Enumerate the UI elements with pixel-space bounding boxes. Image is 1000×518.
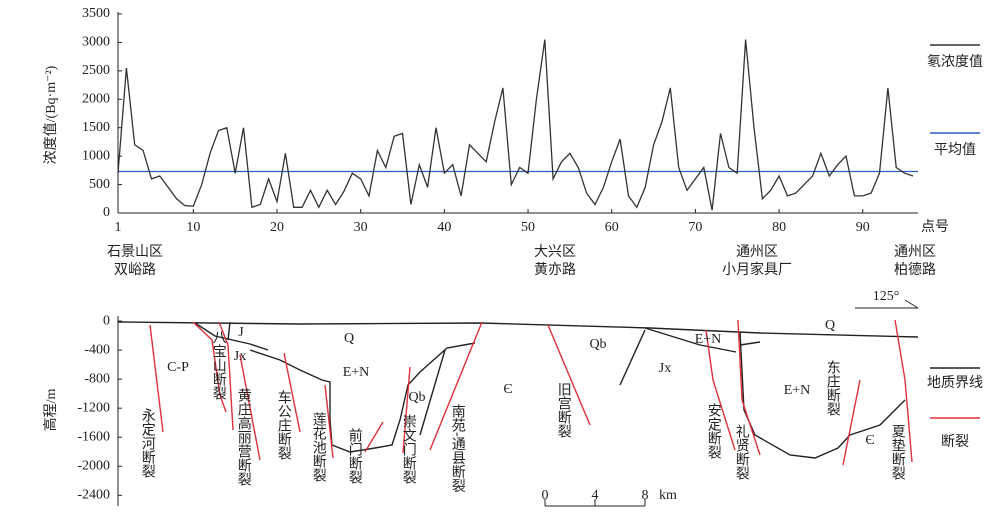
x-tick-label: 10 xyxy=(186,220,200,235)
y-tick-label: 1500 xyxy=(82,120,110,135)
unit-label: Q xyxy=(825,318,835,333)
fault-label: 莲花池断裂 xyxy=(311,412,327,482)
location-site: 黄亦路 xyxy=(534,261,576,278)
y-tick-label: 3000 xyxy=(82,35,110,50)
x-tick-label: 30 xyxy=(354,220,368,235)
location-district: 通州区 xyxy=(736,244,778,260)
y-axis-label: 浓度值/(Bq·m⁻²) xyxy=(43,65,59,164)
fault-label: 崇文门断裂 xyxy=(401,414,417,484)
fault-label: 礼贤断裂 xyxy=(734,424,750,480)
y-tick-label: 500 xyxy=(89,177,110,192)
y-tick-label: -400 xyxy=(84,342,110,357)
x-tick-label: 40 xyxy=(437,220,451,235)
legend-label: 地质界线 xyxy=(927,375,983,391)
location-district: 大兴区 xyxy=(534,244,576,260)
y-tick-label: 0 xyxy=(103,205,110,220)
location-district: 通州区 xyxy=(894,244,936,260)
y-tick-label: 2500 xyxy=(82,63,110,78)
scale-tick-label: 4 xyxy=(592,488,599,503)
fault-label: 车公庄断裂 xyxy=(276,389,292,460)
x-tick-label: 90 xyxy=(856,220,870,235)
y-tick-label: -2400 xyxy=(77,488,110,503)
unit-label: Qb xyxy=(589,337,606,352)
x-tick-label: 60 xyxy=(605,220,619,235)
unit-label: E+N xyxy=(695,332,722,347)
y-tick-label: 1000 xyxy=(82,148,110,163)
scale-unit: km xyxy=(659,488,677,503)
fault-label: 旧宫断裂 xyxy=(556,382,572,438)
scale-tick-label: 8 xyxy=(642,488,649,503)
x-tick-label: 50 xyxy=(521,220,535,235)
y-tick-label: -2000 xyxy=(77,458,110,473)
unit-label: Q xyxy=(344,331,354,346)
orientation-label: 125° xyxy=(873,289,900,304)
unit-label: Jx xyxy=(234,349,246,364)
y-tick-label: 3500 xyxy=(82,6,110,21)
fault-label: 东庄断裂 xyxy=(825,360,841,416)
faults xyxy=(149,319,913,466)
y-tick-label: -800 xyxy=(84,371,110,386)
fault-label: 永定河断裂 xyxy=(140,408,156,478)
fault-label: 安定断裂 xyxy=(706,403,722,459)
unit-label: Jx xyxy=(659,361,671,376)
unit-label: E+N xyxy=(784,383,811,398)
fault-label: 前门断裂 xyxy=(347,427,363,484)
fault-label: 南苑-通县断裂 xyxy=(450,404,466,493)
fault-label: 黄庄高丽营断裂 xyxy=(236,387,252,486)
location-site: 小月家具厂 xyxy=(722,261,792,278)
y-tick-label: -1200 xyxy=(77,400,110,415)
location-site: 柏德路 xyxy=(894,262,936,278)
section-y-label: 高程/m xyxy=(42,389,59,432)
x-tick-label: 80 xyxy=(772,220,786,235)
scale-tick-label: 0 xyxy=(542,488,549,503)
unit-label: C-P xyxy=(167,360,189,375)
location-district: 石景山区 xyxy=(107,244,163,260)
radon-line xyxy=(117,39,914,211)
orientation-arrow xyxy=(904,299,919,309)
unit-label: E+N xyxy=(343,365,370,380)
y-tick-label: 0 xyxy=(103,313,110,328)
legend-label: 断裂 xyxy=(941,434,969,450)
unit-label: Qb xyxy=(408,390,425,405)
x-tick-label: 20 xyxy=(270,220,284,235)
location-site: 双峪路 xyxy=(114,262,156,278)
fault-label: 八宝山断裂 xyxy=(211,330,227,400)
unit-label: Є xyxy=(503,382,512,397)
x-tick-label: 1 xyxy=(115,220,122,235)
x-axis-label: 点号 xyxy=(921,219,949,235)
x-tick-label: 70 xyxy=(688,220,702,235)
unit-label: J xyxy=(238,325,244,340)
unit-label: Є xyxy=(865,433,874,448)
legend-label: 氡浓度值 xyxy=(927,53,983,70)
y-tick-label: -1600 xyxy=(77,429,110,444)
fault-label: 夏垫断裂 xyxy=(890,424,906,480)
legend-label: 平均值 xyxy=(934,142,976,158)
y-tick-label: 2000 xyxy=(82,92,110,107)
